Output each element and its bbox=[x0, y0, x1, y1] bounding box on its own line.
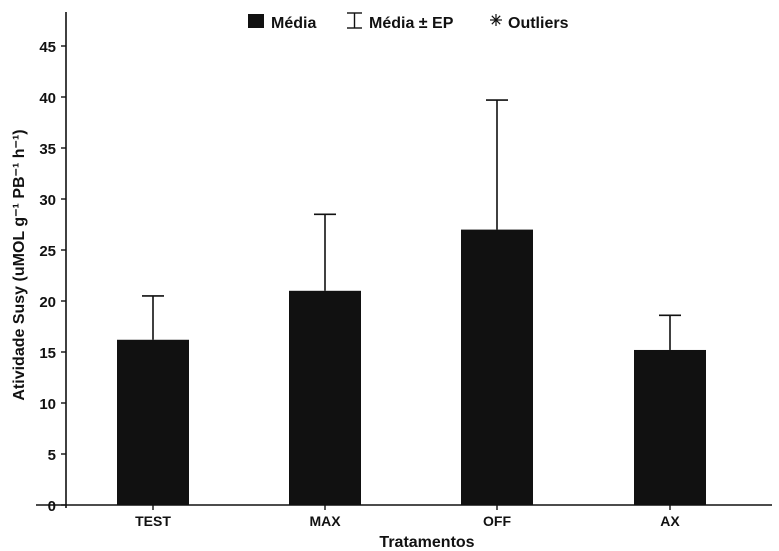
y-tick-label: 35 bbox=[39, 141, 56, 158]
bar-max bbox=[289, 290, 361, 505]
y-tick-label: 40 bbox=[39, 90, 56, 107]
x-axis-title: Tratamentos bbox=[379, 534, 474, 551]
y-tick-label: 45 bbox=[39, 39, 56, 56]
legend-label-media-ep: Média ± EP bbox=[369, 15, 454, 32]
y-tick-label: 30 bbox=[39, 192, 56, 209]
legend: Média Média ± EP Outliers bbox=[248, 12, 569, 32]
y-tick-label: 5 bbox=[48, 447, 56, 464]
x-tick-label: TEST bbox=[135, 513, 171, 529]
legend-label-media: Média bbox=[271, 15, 316, 32]
y-tick-label: 25 bbox=[39, 243, 56, 260]
bar-off bbox=[461, 229, 533, 505]
asterisk-icon-stroke bbox=[491, 15, 501, 25]
axes: 0 5 10 15 20 25 30 35 40 45 TEST MAX OFF AX Tratamento… bbox=[11, 12, 772, 551]
plot-area bbox=[117, 99, 706, 505]
y-tick-label: 10 bbox=[39, 396, 56, 413]
x-tick-label: AX bbox=[660, 513, 680, 529]
x-tick-label: OFF bbox=[483, 513, 511, 529]
y-tick-label: 0 bbox=[48, 498, 56, 515]
bar-test bbox=[117, 339, 189, 505]
y-axis-title: Atividade Susy (uMOL g⁻¹ PB⁻¹ h⁻¹) bbox=[11, 129, 28, 400]
bar-ax bbox=[634, 349, 706, 505]
legend-marker-media bbox=[248, 14, 264, 28]
y-tick-label: 20 bbox=[39, 294, 56, 311]
x-tick-label: MAX bbox=[309, 513, 341, 529]
legend-label-outliers: Outliers bbox=[508, 15, 569, 32]
y-tick-label: 15 bbox=[39, 345, 56, 362]
